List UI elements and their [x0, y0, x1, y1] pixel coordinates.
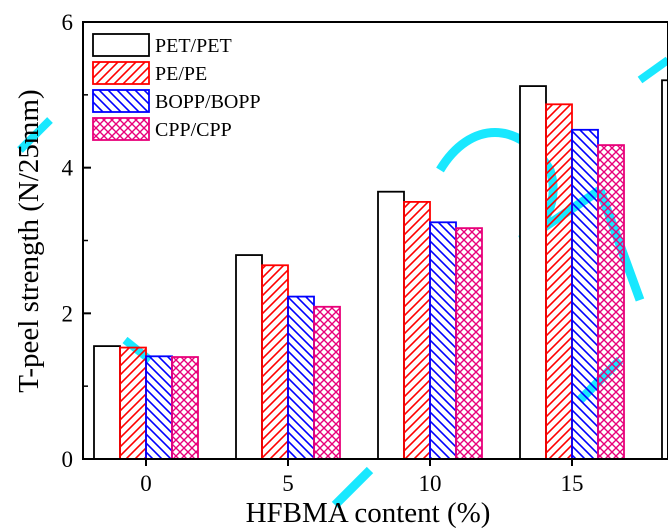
y-tick-label: 6: [62, 10, 74, 35]
y-axis-title: T-peel strength (N/25mm): [13, 89, 45, 392]
legend-label-bopp-bopp: BOPP/BOPP: [155, 91, 261, 113]
legend-label-pet-pet: PET/PET: [155, 35, 232, 57]
legend-label-cpp-cpp: CPP/CPP: [155, 119, 232, 141]
x-tick-label: 5: [282, 471, 294, 496]
bar-cpp-cpp-0: [171, 356, 199, 460]
bar-bopp-bopp-10: [429, 221, 457, 460]
bar-pe-pe-15: [545, 103, 573, 460]
bars-group: [93, 79, 668, 460]
bar-bopp-bopp-15: [571, 128, 599, 460]
bar-bopp-bopp-5: [287, 295, 315, 460]
axis-ticks: 024605101520: [62, 10, 584, 496]
bar-cpp-cpp-10: [455, 227, 483, 460]
bar-cpp-cpp-15: [597, 144, 625, 460]
legend-swatch-cpp-cpp: [92, 117, 150, 141]
bar-pet-pet-10: [377, 190, 405, 460]
bar-pe-pe-10: [403, 200, 431, 460]
bar-pet-pet-5: [235, 254, 263, 460]
legend-label-pe-pe: PE/PE: [155, 63, 207, 85]
legend-swatch-pet-pet: [92, 33, 150, 57]
bar-bopp-bopp-0: [145, 355, 173, 460]
bar-pet-pet-20: [661, 79, 668, 460]
x-axis-title: HFBMA content (%): [246, 497, 491, 528]
x-tick-label: 15: [561, 471, 584, 496]
legend-swatch-bopp-bopp: [92, 89, 150, 113]
y-tick-label: 4: [62, 156, 74, 181]
x-tick-label: 10: [419, 471, 442, 496]
x-tick-label: 0: [140, 471, 152, 496]
legend-swatch-pe-pe: [92, 61, 150, 85]
bar-pe-pe-0: [119, 346, 147, 460]
y-tick-label: 0: [62, 447, 74, 472]
bar-pe-pe-5: [261, 264, 289, 460]
bar-pet-pet-0: [93, 345, 121, 460]
legend: PET/PET PE/PE BOPP/BOPP CPP/CPP: [92, 33, 261, 141]
bar-pet-pet-15: [519, 85, 547, 460]
bar-cpp-cpp-5: [313, 305, 341, 460]
y-tick-label: 2: [62, 301, 74, 326]
